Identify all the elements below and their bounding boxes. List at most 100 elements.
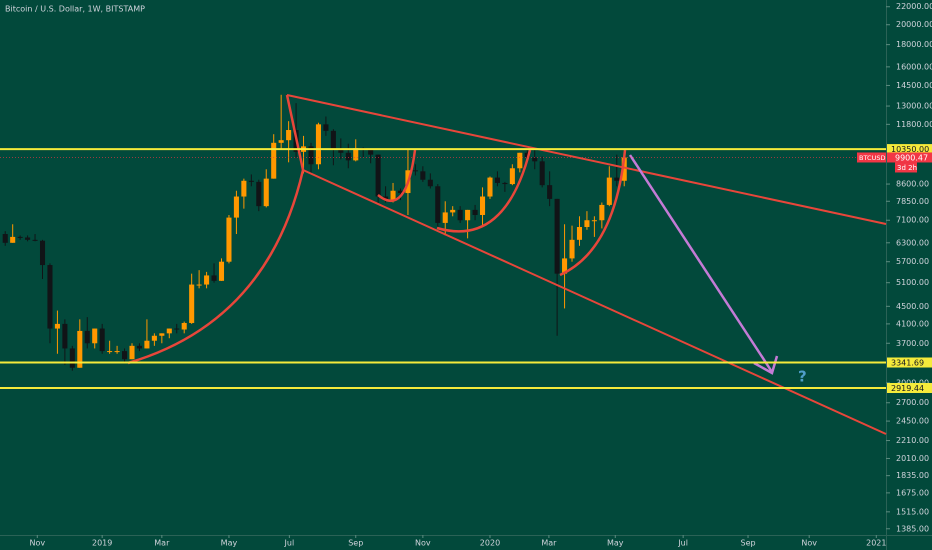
candle-body bbox=[211, 275, 217, 281]
candle-body bbox=[606, 177, 612, 205]
countdown-label: 3d 2h bbox=[897, 164, 917, 172]
y-tick-label: 18000.00 bbox=[896, 40, 932, 49]
candle-body bbox=[84, 330, 90, 344]
y-tick-label: 1385.00 bbox=[896, 524, 929, 533]
level-label: 10350.00 bbox=[891, 145, 929, 154]
candle-body bbox=[420, 171, 426, 180]
y-tick-label: 20000.00 bbox=[896, 20, 932, 29]
candle-body bbox=[599, 204, 605, 221]
x-tick-label: May bbox=[221, 539, 238, 548]
candle-body bbox=[92, 328, 98, 344]
level-label-box bbox=[887, 357, 932, 368]
candle-body bbox=[241, 180, 247, 197]
x-tick-label: 2020 bbox=[480, 539, 500, 548]
y-tick-label: 8600.00 bbox=[896, 180, 929, 189]
lower-trend-line bbox=[302, 169, 887, 435]
y-tick-label: 5700.00 bbox=[896, 257, 929, 266]
candle-body bbox=[271, 142, 277, 179]
chart-title: Bitcoin / U.S. Dollar, 1W, BITSTAMP bbox=[5, 5, 145, 14]
y-tick-label: 2450.00 bbox=[896, 417, 929, 426]
candle-body bbox=[122, 351, 128, 360]
y-tick-label: 7100.00 bbox=[896, 216, 929, 225]
candle-body bbox=[368, 150, 374, 155]
symbol-box bbox=[857, 152, 886, 163]
candle-body bbox=[47, 265, 53, 329]
x-tick-label: Jul bbox=[284, 539, 295, 548]
y-tick-label: 2010.00 bbox=[896, 454, 929, 463]
candle-body bbox=[427, 179, 433, 187]
candle-body bbox=[17, 236, 23, 238]
candle-body bbox=[218, 261, 225, 281]
candle-body bbox=[390, 190, 396, 201]
candle-body bbox=[517, 152, 523, 169]
y-tick-label: 7850.00 bbox=[896, 197, 929, 206]
x-tick-label: Sep bbox=[348, 539, 363, 548]
candle-body bbox=[174, 328, 180, 330]
candle-body bbox=[539, 161, 545, 186]
candle-body bbox=[10, 236, 16, 243]
candle-body bbox=[263, 178, 269, 207]
candle-body bbox=[181, 322, 187, 330]
y-tick-label: 13000.00 bbox=[896, 102, 932, 111]
candle-body bbox=[308, 146, 314, 165]
candle-body bbox=[338, 150, 344, 153]
x-tick-label: Jul bbox=[677, 539, 688, 548]
candle-body bbox=[69, 348, 75, 368]
candle-body bbox=[509, 168, 515, 185]
cup-arc bbox=[436, 149, 532, 233]
x-tick-label: Nov bbox=[801, 539, 817, 548]
candle-body bbox=[233, 196, 239, 218]
y-tick-label: 6300.00 bbox=[896, 238, 929, 247]
x-tick-label: Nov bbox=[29, 539, 45, 548]
candle-body bbox=[614, 177, 620, 181]
candle-body bbox=[547, 185, 553, 199]
candle-body bbox=[524, 152, 530, 158]
candle-body bbox=[494, 177, 500, 183]
y-tick-label: 1835.00 bbox=[896, 471, 929, 480]
candle-body bbox=[114, 351, 120, 353]
cup-arc bbox=[559, 149, 627, 277]
candle-body bbox=[435, 186, 441, 223]
candle-body bbox=[397, 190, 404, 194]
candle-body bbox=[323, 124, 329, 131]
candle-body bbox=[166, 328, 172, 334]
cup-arc bbox=[377, 149, 417, 202]
y-tick-label: 5100.00 bbox=[896, 278, 929, 287]
y-tick-label: 4100.00 bbox=[896, 319, 929, 328]
candle-body bbox=[345, 152, 351, 161]
drawings bbox=[127, 94, 887, 435]
last-price-label: 9900.47 bbox=[895, 153, 928, 162]
y-tick-label: 2700.00 bbox=[896, 398, 929, 407]
candle-body bbox=[189, 284, 195, 323]
candle-body bbox=[286, 130, 292, 141]
candle-body bbox=[569, 239, 575, 259]
y-tick-label: 16000.00 bbox=[896, 62, 932, 71]
candle-body bbox=[450, 209, 456, 213]
candle-body bbox=[107, 351, 113, 353]
candle-body bbox=[375, 154, 381, 197]
level-label: 3341.69 bbox=[891, 358, 924, 367]
cup-arc bbox=[127, 94, 305, 365]
symbol-label: BTCUSD bbox=[859, 154, 885, 162]
candle-body bbox=[383, 196, 389, 201]
candle-body bbox=[196, 284, 202, 286]
candle-body bbox=[591, 220, 597, 222]
candle-body bbox=[442, 212, 448, 223]
x-tick-label: May bbox=[607, 539, 624, 548]
candle-body bbox=[159, 333, 165, 336]
candle-body bbox=[479, 196, 486, 215]
upper-trend-line bbox=[286, 94, 887, 225]
candle-body bbox=[136, 345, 142, 349]
candle-body bbox=[62, 323, 68, 349]
y-tick-label: 14500.00 bbox=[896, 81, 932, 90]
candle-body bbox=[487, 177, 493, 197]
candle-body bbox=[457, 209, 463, 221]
candle-body bbox=[32, 239, 38, 241]
y-tick-label: 3000.00 bbox=[896, 378, 929, 387]
x-tick-label: 2019 bbox=[92, 539, 112, 548]
level-label: 2919.44 bbox=[891, 384, 924, 393]
candle-body bbox=[151, 335, 157, 341]
y-tick-label: 4500.00 bbox=[896, 302, 929, 311]
